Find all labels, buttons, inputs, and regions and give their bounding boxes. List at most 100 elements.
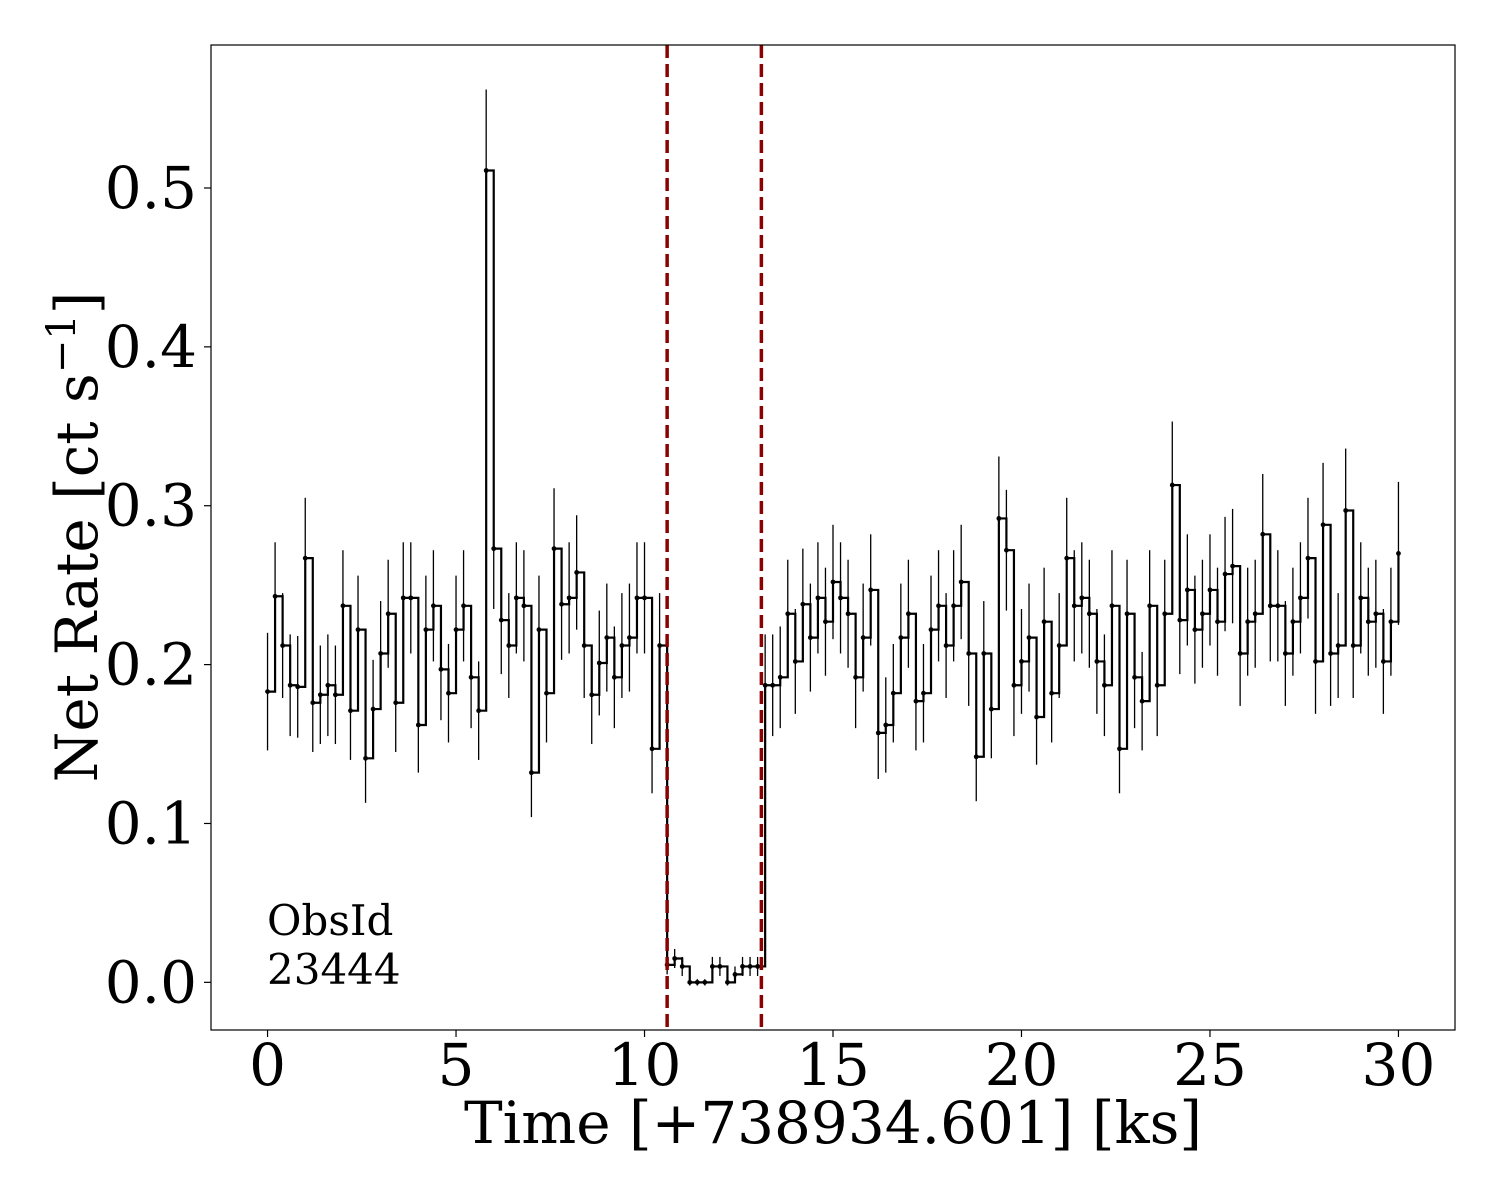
- data-point: [1117, 746, 1122, 752]
- y-tick-label: 0.0: [105, 948, 197, 1016]
- data-point: [1026, 635, 1032, 640]
- data-point: [1086, 611, 1092, 617]
- data-point: [385, 611, 391, 617]
- data-point: [973, 754, 979, 760]
- data-point: [1154, 682, 1160, 688]
- data-point: [491, 546, 497, 552]
- data-point: [1034, 714, 1039, 720]
- data-point: [845, 611, 851, 617]
- data-point: [423, 627, 429, 633]
- data-point: [438, 666, 444, 672]
- x-tick-label: 25: [1173, 1031, 1247, 1099]
- data-point: [1169, 482, 1175, 488]
- data-point: [408, 595, 414, 601]
- data-point: [694, 979, 700, 985]
- data-point: [762, 682, 768, 688]
- data-point: [755, 964, 761, 969]
- data-point: [672, 956, 678, 961]
- data-point: [370, 706, 376, 712]
- data-point: [830, 579, 836, 585]
- data-point: [890, 690, 896, 696]
- data-point: [687, 979, 693, 985]
- data-point: [1282, 651, 1288, 656]
- data-point: [1396, 550, 1401, 556]
- data-point: [838, 595, 843, 601]
- data-point: [604, 635, 610, 640]
- data-point: [302, 555, 308, 561]
- data-point: [483, 168, 489, 173]
- data-point: [295, 684, 301, 690]
- data-point: [317, 692, 323, 698]
- data-point: [596, 660, 602, 666]
- data-point: [1298, 595, 1303, 601]
- y-axis-title-exponent: −1: [39, 314, 85, 373]
- data-point: [875, 730, 881, 736]
- y-axis-title-end: ]: [43, 292, 111, 315]
- data-point: [1215, 619, 1220, 625]
- data-point: [1358, 595, 1364, 601]
- data-point: [1177, 617, 1183, 623]
- data-point: [785, 611, 791, 617]
- data-point: [1124, 611, 1130, 617]
- data-point: [921, 690, 926, 696]
- data-point: [747, 964, 753, 969]
- data-point: [325, 682, 331, 688]
- data-point: [898, 635, 904, 640]
- data-point: [1071, 603, 1077, 609]
- data-point: [1343, 508, 1349, 513]
- data-point: [740, 964, 745, 969]
- data-point: [1313, 659, 1318, 664]
- data-point: [966, 651, 972, 656]
- data-point: [574, 570, 580, 575]
- data-point: [378, 651, 384, 656]
- data-point: [1049, 690, 1055, 696]
- data-point: [642, 595, 647, 601]
- data-point: [943, 643, 949, 648]
- data-point: [1335, 643, 1341, 648]
- data-point: [1139, 698, 1145, 704]
- data-point: [815, 595, 821, 601]
- data-point: [1237, 651, 1243, 656]
- data-point: [1365, 619, 1371, 625]
- data-point: [415, 722, 421, 728]
- data-point: [988, 706, 994, 712]
- data-point: [1004, 547, 1009, 553]
- data-point: [883, 722, 889, 728]
- data-point: [679, 964, 685, 969]
- data-point: [657, 643, 662, 648]
- data-point: [611, 674, 617, 680]
- y-tick-label: 0.4: [105, 313, 197, 381]
- data-point: [1290, 619, 1296, 625]
- data-point: [506, 643, 512, 648]
- data-point: [936, 603, 941, 609]
- data-point: [340, 603, 346, 609]
- data-point: [807, 635, 813, 640]
- data-point: [1252, 611, 1258, 617]
- data-point: [272, 593, 278, 599]
- data-point: [860, 635, 866, 640]
- x-axis-title: Time [+738934.601] [ks]: [464, 1089, 1202, 1157]
- data-point: [400, 595, 406, 601]
- y-tick-label: 0.1: [105, 789, 197, 857]
- data-point: [732, 971, 738, 977]
- y-axis-title-main: Net Rate [ct s: [43, 373, 111, 782]
- data-point: [1373, 611, 1379, 617]
- data-point: [1275, 603, 1281, 609]
- data-point: [544, 690, 549, 696]
- data-point: [468, 674, 474, 680]
- data-point: [1192, 627, 1198, 633]
- data-point: [461, 603, 466, 609]
- data-point: [1132, 674, 1137, 680]
- data-point: [1056, 643, 1062, 648]
- y-tick-label: 0.2: [105, 631, 197, 699]
- data-point: [265, 689, 270, 695]
- data-point: [1245, 619, 1251, 625]
- y-axis: 0.0 0.1 0.2 0.3 0.4 0.5: [105, 154, 211, 1016]
- data-point: [559, 601, 564, 607]
- data-point: [446, 690, 451, 696]
- data-point: [1320, 522, 1326, 528]
- data-point: [958, 579, 964, 585]
- data-point: [777, 674, 783, 680]
- data-point: [702, 979, 708, 985]
- data-point: [1207, 587, 1213, 593]
